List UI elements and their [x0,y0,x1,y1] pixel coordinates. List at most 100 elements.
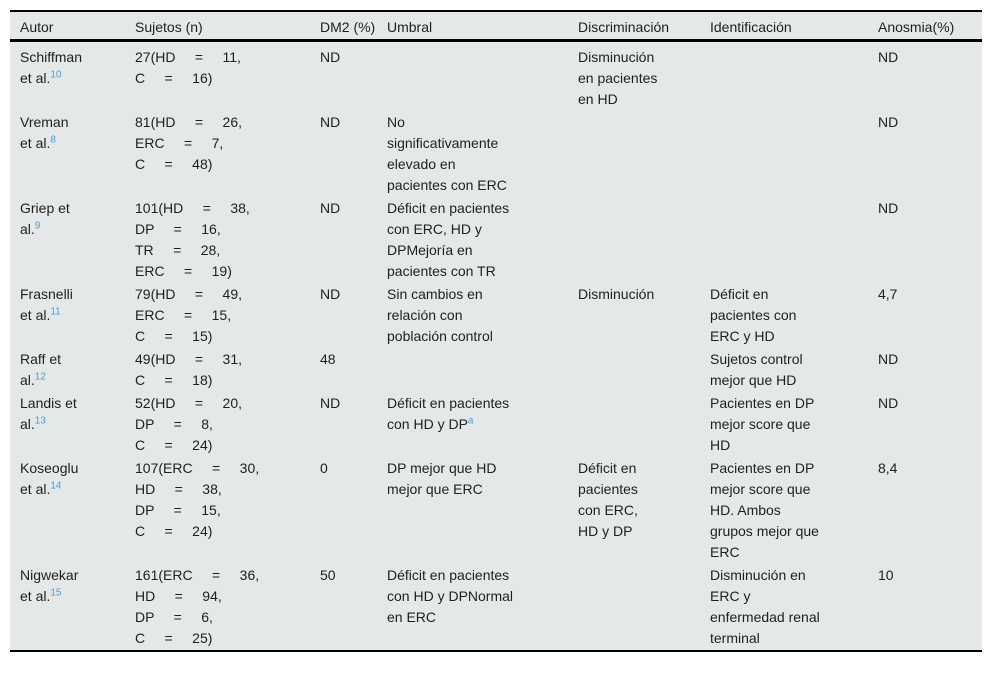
cell-umbral: Déficit en pacientes con HD y DPa [387,392,578,457]
cell-text: 81(HD = 26, ERC = 7, C = 48) [135,114,242,172]
table-row: Frasnelli et al.11 79(HD = 49, ERC = 15, … [10,283,982,348]
cell-anosmia: ND [878,392,982,457]
cell-text: Pacientes en DP mejor score que HD [710,395,815,453]
cell-text: 49(HD = 31, C = 18) [135,351,242,388]
cell-anosmia: ND [878,197,982,283]
cell-autor: Vreman et al.8 [10,111,135,197]
cell-text: ND [320,286,341,302]
cell-discriminacion [578,111,710,197]
cell-identificacion: Déficit en pacientes con ERC y HD [710,283,878,348]
cell-umbral: Sin cambios en relación con población co… [387,283,578,348]
cell-dm2: ND [320,41,387,112]
cell-sujetos: 81(HD = 26, ERC = 7, C = 48) [135,111,320,197]
cell-umbral [387,41,578,112]
cell-dm2: 0 [320,457,387,564]
cell-discriminacion: Disminución [578,283,710,348]
cell-dm2: ND [320,392,387,457]
cell-umbral: DP mejor que HD mejor que ERC [387,457,578,564]
column-header-sujetos: Sujetos (n) [135,11,320,42]
cell-identificacion: Pacientes en DP mejor score que HD [710,392,878,457]
cell-identificacion [710,197,878,283]
cell-anosmia: ND [878,41,982,112]
column-header-label: Autor [20,19,54,35]
cell-discriminacion [578,348,710,392]
column-header-discriminacion: Discriminación [578,11,710,42]
cell-autor: Frasnelli et al.11 [10,283,135,348]
column-header-label: Anosmia(%) [878,19,955,35]
cell-discriminacion [578,564,710,651]
cell-text: Vreman et al. [20,114,69,151]
citation-link[interactable]: 10 [50,69,62,81]
cell-text: Déficit en pacientes con ERC, HD y DPMej… [387,200,510,279]
cell-text: 161(ERC = 36, HD = 94, DP = 6, C = 25) [135,567,260,646]
cell-text: ND [320,114,341,130]
cell-text: 52(HD = 20, DP = 8, C = 24) [135,395,242,453]
cell-text: Pacientes en DP mejor score que HD. Ambo… [710,460,819,560]
cell-anosmia: ND [878,111,982,197]
cell-autor: Schiffman et al.10 [10,41,135,112]
cell-text: 10 [878,567,894,583]
cell-sujetos: 107(ERC = 30, HD = 38, DP = 15, C = 24) [135,457,320,564]
footnote-link[interactable]: a [467,415,474,427]
table-row: Koseoglu et al.14 107(ERC = 30, HD = 38, … [10,457,982,564]
cell-text: 27(HD = 11, C = 16) [135,49,241,86]
cell-sujetos: 161(ERC = 36, HD = 94, DP = 6, C = 25) [135,564,320,651]
citation-link[interactable]: 14 [50,480,62,492]
column-header-label: Sujetos (n) [135,19,203,35]
cell-umbral: No significativamente elevado en pacient… [387,111,578,197]
cell-text: Nigwekar et al. [20,567,79,604]
cell-sujetos: 52(HD = 20, DP = 8, C = 24) [135,392,320,457]
cell-discriminacion: Déficit en pacientes con ERC, HD y DP [578,457,710,564]
cell-discriminacion: Disminución en pacientes en HD [578,41,710,112]
cell-text: 48 [320,351,336,367]
cell-text: ND [878,351,899,367]
cell-identificacion: Disminución en ERC y enfermedad renal te… [710,564,878,651]
cell-umbral [387,348,578,392]
column-header-label: DM2 (%) [320,19,376,35]
table-body: Schiffman et al.10 27(HD = 11, C = 16) ND D… [10,41,982,652]
citation-link[interactable]: 9 [34,220,41,232]
olfactory-studies-table: Autor Sujetos (n) DM2 (%) Umbral Discriminac… [10,10,982,652]
cell-text: 4,7 [878,286,898,302]
column-header-anosmia: Anosmia(%) [878,11,982,42]
cell-text: ND [320,395,341,411]
column-header-dm2: DM2 (%) [320,11,387,42]
cell-autor: Landis et al.13 [10,392,135,457]
citation-link[interactable]: 11 [50,306,61,318]
cell-text: ND [878,395,899,411]
cell-identificacion [710,41,878,112]
cell-text: ND [878,114,899,130]
cell-sujetos: 27(HD = 11, C = 16) [135,41,320,112]
cell-autor: Griep et al.9 [10,197,135,283]
cell-text: Disminución en pacientes en HD [578,49,658,107]
cell-text: 107(ERC = 30, HD = 38, DP = 15, C = 24) [135,460,260,539]
column-header-label: Discriminación [578,19,670,35]
cell-text: 79(HD = 49, ERC = 15, C = 15) [135,286,242,344]
citation-link[interactable]: 8 [50,134,56,146]
cell-text: 0 [320,460,328,476]
cell-sujetos: 79(HD = 49, ERC = 15, C = 15) [135,283,320,348]
citation-link[interactable]: 15 [50,587,62,599]
cell-text: 8,4 [878,460,898,476]
cell-autor: Raff et al.12 [10,348,135,392]
cell-sujetos: 49(HD = 31, C = 18) [135,348,320,392]
cell-text: ND [878,49,899,65]
cell-discriminacion [578,197,710,283]
cell-text: Frasnelli et al. [20,286,73,323]
cell-text: ND [320,200,341,216]
cell-text: Landis et al. [20,395,77,432]
cell-text: Raff et al. [20,351,61,388]
citation-link[interactable]: 12 [34,371,46,383]
column-header-identificacion: Identificación [710,11,878,42]
cell-text: Schiffman et al. [20,49,82,86]
cell-anosmia: ND [878,348,982,392]
header-row: Autor Sujetos (n) DM2 (%) Umbral Discriminac… [10,11,982,42]
cell-text: Koseoglu et al. [20,460,79,497]
cell-text: 101(HD = 38, DP = 16, TR = 28, ERC = 19) [135,200,250,279]
cell-text: No significativamente elevado en pacient… [387,114,507,193]
cell-text: Déficit en pacientes con ERC y HD [710,286,797,344]
cell-text: ND [320,49,341,65]
cell-dm2: 50 [320,564,387,651]
citation-link[interactable]: 13 [34,415,46,427]
cell-dm2: ND [320,197,387,283]
